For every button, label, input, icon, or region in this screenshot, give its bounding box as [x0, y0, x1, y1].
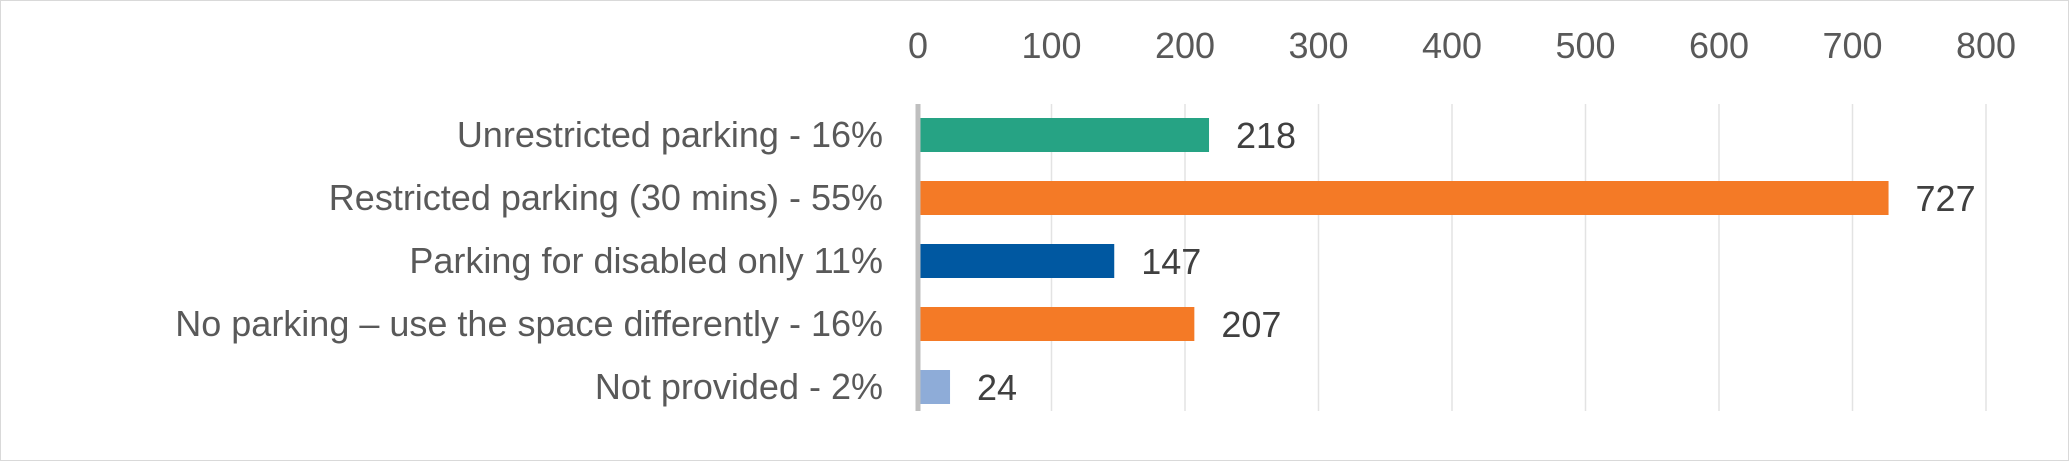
x-tick-label: 400: [1422, 25, 1482, 66]
bar: [918, 181, 1889, 215]
bar: [918, 118, 1210, 152]
category-label: Parking for disabled only 11%: [409, 240, 883, 281]
data-label: 727: [1916, 178, 1976, 219]
x-tick-label: 200: [1155, 25, 1215, 66]
bar: [918, 307, 1195, 341]
bars: [918, 118, 1889, 404]
x-tick-label: 300: [1288, 25, 1348, 66]
category-label: Not provided - 2%: [595, 366, 883, 407]
data-label: 207: [1221, 304, 1281, 345]
category-label: Restricted parking (30 mins) - 55%: [329, 177, 883, 218]
data-labels: 218 727 147 207 24: [977, 115, 1976, 408]
category-label: No parking – use the space differently -…: [175, 303, 883, 344]
x-axis-ticks: 0 100 200 300 400 500 600 700 800: [908, 25, 2016, 66]
bar: [918, 244, 1115, 278]
category-label: Unrestricted parking - 16%: [457, 114, 883, 155]
gridlines: [1050, 104, 1987, 411]
category-labels: Unrestricted parking - 16% Restricted par…: [175, 114, 883, 407]
data-label: 24: [977, 367, 1017, 408]
x-tick-label: 0: [908, 25, 928, 66]
data-label: 147: [1141, 241, 1201, 282]
x-tick-label: 500: [1555, 25, 1615, 66]
x-tick-label: 600: [1689, 25, 1749, 66]
x-tick-label: 100: [1021, 25, 1081, 66]
x-tick-label: 800: [1956, 25, 2016, 66]
data-label: 218: [1236, 115, 1296, 156]
bar: [918, 370, 951, 404]
x-tick-label: 700: [1822, 25, 1882, 66]
